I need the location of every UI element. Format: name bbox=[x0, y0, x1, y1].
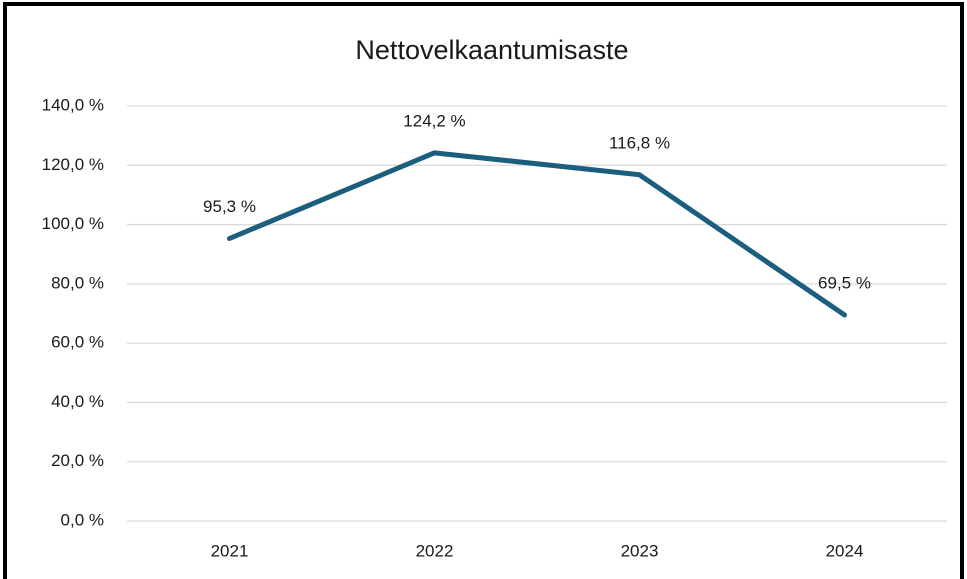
x-tick-label: 2022 bbox=[416, 541, 454, 560]
data-label: 124,2 % bbox=[403, 111, 465, 130]
y-tick-label: 40,0 % bbox=[51, 392, 104, 411]
x-tick-label: 2023 bbox=[621, 541, 659, 560]
y-tick-label: 20,0 % bbox=[51, 451, 104, 470]
chart-title: Nettovelkaantumisaste bbox=[355, 35, 628, 65]
x-tick-label: 2024 bbox=[826, 541, 864, 560]
y-tick-label: 120,0 % bbox=[42, 155, 104, 174]
data-label: 69,5 % bbox=[818, 273, 871, 292]
y-tick-label: 0,0 % bbox=[61, 510, 104, 529]
data-label: 116,8 % bbox=[609, 133, 670, 152]
data-line bbox=[227, 150, 847, 318]
y-tick-label: 60,0 % bbox=[51, 333, 104, 352]
y-tick-label: 80,0 % bbox=[51, 273, 104, 292]
y-tick-label: 140,0 % bbox=[42, 95, 104, 114]
data-label: 95,3 % bbox=[203, 197, 256, 216]
chart-frame bbox=[3, 2, 964, 579]
y-tick-label: 100,0 % bbox=[42, 214, 104, 233]
x-tick-label: 2021 bbox=[211, 541, 249, 560]
